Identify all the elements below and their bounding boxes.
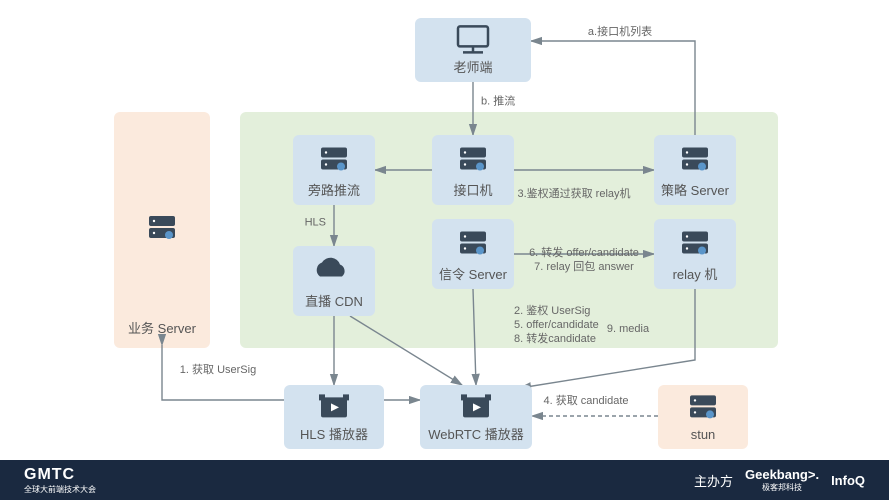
node-policy: 策略 Server: [654, 135, 736, 205]
edge-label: 9. media: [607, 323, 650, 335]
svg-text:直播 CDN: 直播 CDN: [305, 294, 363, 309]
footer-logo: GMTC 全球大前端技术大会: [24, 466, 96, 495]
svg-text:HLS 播放器: HLS 播放器: [300, 427, 368, 442]
edge-label: 3.鉴权通过获取 relay机: [517, 186, 630, 200]
edge-label: 5. offer/candidate: [514, 319, 599, 331]
edge-label: 7. relay 回包 answer: [534, 260, 634, 273]
svg-text:业务 Server: 业务 Server: [128, 321, 197, 336]
svg-text:stun: stun: [691, 427, 716, 442]
node-stun: stun: [658, 385, 748, 449]
svg-text:信令 Server: 信令 Server: [439, 267, 508, 282]
edge-label: 4. 获取 candidate: [544, 394, 629, 407]
node-hlsplayer: HLS 播放器: [284, 385, 384, 449]
edge-label: b. 推流: [481, 94, 515, 108]
edge-label: a.接口机列表: [588, 24, 652, 38]
node-relay: relay 机: [654, 219, 736, 289]
svg-text:策略 Server: 策略 Server: [661, 183, 730, 198]
edge-label: 1. 获取 UserSig: [180, 363, 256, 376]
svg-text:接口机: 接口机: [453, 183, 492, 198]
footer-brand2: InfoQ: [831, 473, 865, 488]
edge-label: 8. 转发candidate: [514, 331, 596, 345]
edge-label: 2. 鉴权 UserSig: [514, 304, 590, 317]
svg-text:relay 机: relay 机: [673, 267, 718, 282]
edge-label: 6. 转发 offer/candidate: [529, 245, 639, 259]
edge-label: HLS: [305, 217, 326, 229]
svg-text:老师端: 老师端: [453, 60, 492, 75]
node-signal: 信令 Server: [432, 219, 514, 289]
svg-text:WebRTC 播放器: WebRTC 播放器: [428, 427, 524, 442]
node-teacher: 老师端: [415, 18, 531, 82]
diagram-canvas: b. 推流 a.接口机列表 3.鉴权通过获取 relay机 HLS 6. 转发 offe…: [0, 0, 889, 500]
node-interface: 接口机: [432, 135, 514, 205]
svg-text:旁路推流: 旁路推流: [308, 183, 360, 198]
node-bypass: 旁路推流: [293, 135, 375, 205]
footer-logo-sub: 全球大前端技术大会: [24, 484, 96, 495]
footer-brand1: Geekbang>. 极客邦科技: [745, 467, 819, 493]
node-cdn: 直播 CDN: [293, 246, 375, 316]
node-rtcplayer: WebRTC 播放器: [420, 385, 532, 449]
footer-logo-main: GMTC: [24, 466, 96, 484]
footer-prefix: 主办方: [694, 471, 733, 490]
footer-bar: GMTC 全球大前端技术大会 主办方 Geekbang>. 极客邦科技 Info…: [0, 460, 889, 500]
footer-right: 主办方 Geekbang>. 极客邦科技 InfoQ: [694, 467, 865, 493]
